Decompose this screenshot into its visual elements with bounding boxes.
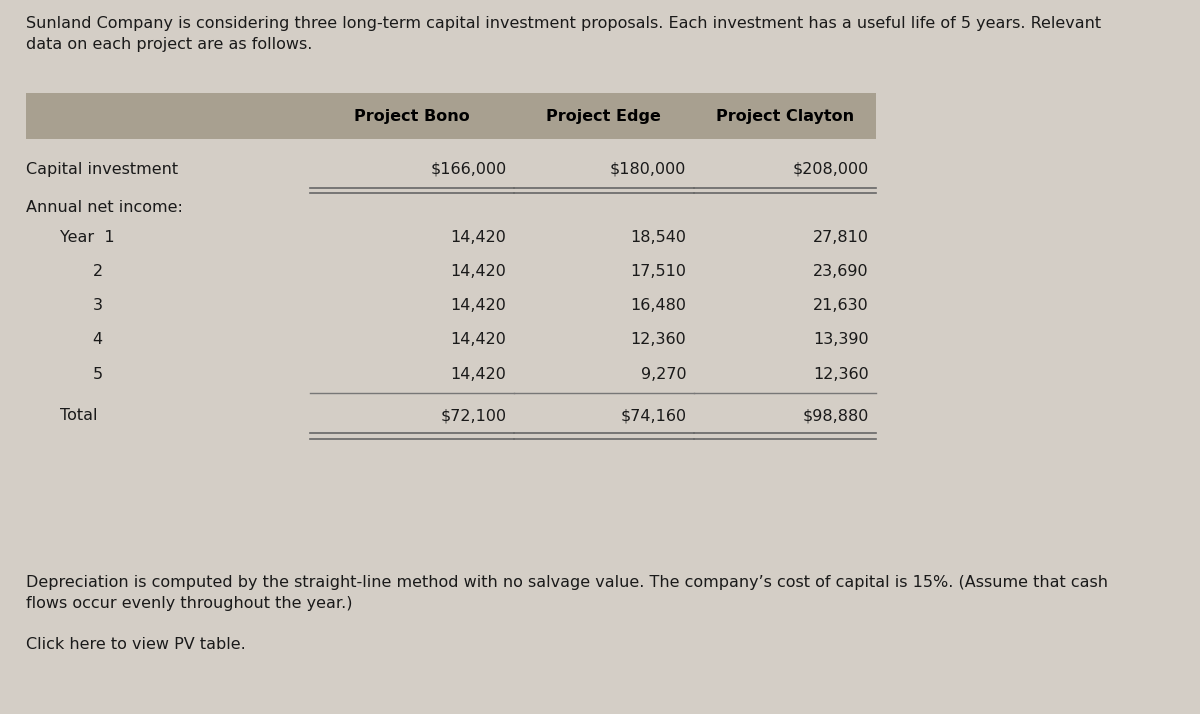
Text: 4: 4 — [92, 332, 102, 348]
Text: $208,000: $208,000 — [792, 161, 869, 177]
Text: $74,160: $74,160 — [620, 408, 686, 423]
Text: $98,880: $98,880 — [803, 408, 869, 423]
Text: 23,690: 23,690 — [814, 263, 869, 279]
Text: 2: 2 — [92, 263, 102, 279]
Text: 16,480: 16,480 — [630, 298, 686, 313]
Text: 13,390: 13,390 — [814, 332, 869, 348]
Text: 5: 5 — [92, 366, 102, 382]
Text: 12,360: 12,360 — [814, 366, 869, 382]
Text: Year  1: Year 1 — [60, 229, 115, 245]
Text: 14,420: 14,420 — [450, 298, 506, 313]
Text: $180,000: $180,000 — [610, 161, 686, 177]
Text: $72,100: $72,100 — [440, 408, 506, 423]
Text: 9,270: 9,270 — [641, 366, 686, 382]
Text: Capital investment: Capital investment — [26, 161, 179, 177]
Text: 21,630: 21,630 — [814, 298, 869, 313]
Text: 14,420: 14,420 — [450, 332, 506, 348]
Text: Project Edge: Project Edge — [546, 109, 661, 124]
Text: 14,420: 14,420 — [450, 366, 506, 382]
Text: Total: Total — [60, 408, 97, 423]
Text: 12,360: 12,360 — [631, 332, 686, 348]
Text: $166,000: $166,000 — [430, 161, 506, 177]
Text: 3: 3 — [92, 298, 102, 313]
Text: 14,420: 14,420 — [450, 229, 506, 245]
Text: Depreciation is computed by the straight-line method with no salvage value. The : Depreciation is computed by the straight… — [26, 575, 1109, 611]
Text: 17,510: 17,510 — [630, 263, 686, 279]
Text: 18,540: 18,540 — [630, 229, 686, 245]
Text: 14,420: 14,420 — [450, 263, 506, 279]
Text: Project Bono: Project Bono — [354, 109, 469, 124]
Text: 27,810: 27,810 — [812, 229, 869, 245]
Text: Annual net income:: Annual net income: — [26, 199, 184, 215]
Text: Sunland Company is considering three long-term capital investment proposals. Eac: Sunland Company is considering three lon… — [26, 16, 1102, 52]
Text: Project Clayton: Project Clayton — [715, 109, 854, 124]
Text: Click here to view PV table.: Click here to view PV table. — [26, 637, 246, 652]
